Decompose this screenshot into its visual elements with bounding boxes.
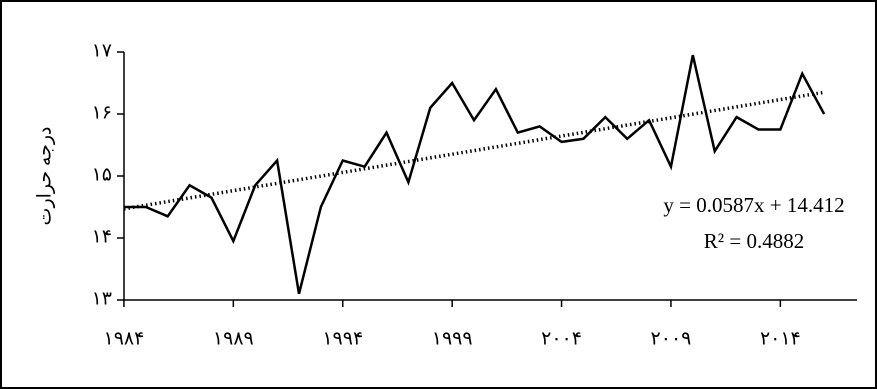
x-tick-label: ۲۰۰۴ <box>541 328 582 349</box>
x-tick-label: ۲۰۱۴ <box>760 328 801 349</box>
y-tick-label: ۱۴ <box>92 226 112 247</box>
data-line <box>123 54 826 295</box>
x-tick-label: ۱۹۸۴ <box>104 328 145 349</box>
r-squared: R² = 0.4882 <box>704 229 804 253</box>
trendline <box>123 90 825 211</box>
y-tick-label: ۱۵ <box>92 164 112 185</box>
trend-equation: y = 0.0587x + 14.412 <box>663 193 844 217</box>
x-tick-label: ۱۹۹۹ <box>432 328 473 349</box>
x-tick-label: ۱۹۹۴ <box>322 328 363 349</box>
y-tick-label: ۱۶ <box>92 102 112 123</box>
x-tick-label: ۲۰۰۹ <box>651 328 692 349</box>
y-tick-label: ۱۳ <box>92 288 112 309</box>
y-tick-label: ۱۷ <box>92 40 112 61</box>
y-axis-label: درجه حرارت <box>34 127 55 226</box>
x-tick-label: ۱۹۸۹ <box>213 328 254 349</box>
